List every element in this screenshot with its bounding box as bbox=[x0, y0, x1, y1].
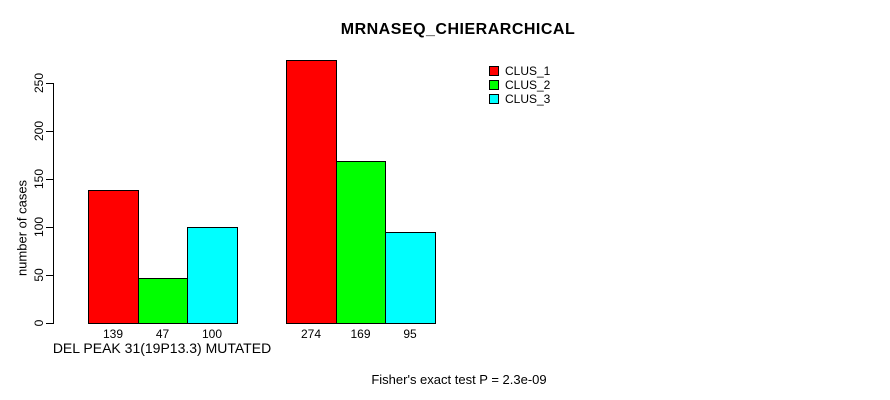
legend-row-clus_3: CLUS_3 bbox=[489, 92, 550, 105]
y-tick-label: 0 bbox=[32, 319, 46, 327]
y-tick-mark bbox=[46, 275, 54, 276]
bar-clus_1-group1 bbox=[88, 190, 139, 324]
bar-clus_3-group1 bbox=[187, 227, 238, 324]
bar-value-label: 95 bbox=[403, 327, 417, 341]
bar-value-label: 47 bbox=[155, 327, 170, 341]
y-tick-mark bbox=[46, 227, 54, 228]
bar-value-label: 139 bbox=[102, 327, 124, 341]
y-tick-label: 50 bbox=[32, 268, 46, 282]
bar-clus_2-group2 bbox=[336, 161, 386, 324]
chart-title: MRNASEQ_CHIERARCHICAL bbox=[340, 21, 576, 38]
y-tick-mark bbox=[46, 131, 54, 132]
legend: CLUS_1 CLUS_2 CLUS_3 bbox=[489, 64, 550, 106]
legend-swatch-icon bbox=[489, 79, 499, 90]
annotation-text: Fisher's exact test P = 2.3e-09 bbox=[371, 372, 547, 387]
bar-value-label: 100 bbox=[201, 327, 223, 341]
bar-clus_2-group1 bbox=[138, 278, 188, 324]
legend-label: CLUS_3 bbox=[505, 91, 551, 106]
bar-value-label: 169 bbox=[350, 327, 371, 341]
y-axis bbox=[53, 83, 54, 324]
y-tick-mark bbox=[46, 179, 54, 180]
legend-row-clus_2: CLUS_2 bbox=[489, 78, 550, 91]
y-axis-label: number of cases bbox=[14, 179, 30, 277]
x-category-label: DEL PEAK 31(19P13.3) MUTATED bbox=[52, 340, 272, 356]
y-tick-label: 250 bbox=[32, 72, 46, 94]
y-tick-mark bbox=[46, 323, 54, 324]
legend-label: CLUS_2 bbox=[505, 77, 551, 92]
y-tick-label: 150 bbox=[32, 168, 46, 190]
legend-swatch-icon bbox=[489, 93, 499, 104]
legend-swatch-icon bbox=[489, 65, 499, 76]
y-tick-label: 200 bbox=[32, 120, 46, 142]
legend-row-clus_1: CLUS_1 bbox=[489, 64, 550, 77]
y-tick-label: 100 bbox=[32, 216, 46, 238]
y-tick-mark bbox=[46, 83, 54, 84]
legend-label: CLUS_1 bbox=[505, 63, 551, 78]
bar-clus_1-group2 bbox=[286, 60, 337, 324]
bar-value-label: 274 bbox=[300, 327, 322, 341]
bar-clus_3-group2 bbox=[385, 232, 436, 324]
